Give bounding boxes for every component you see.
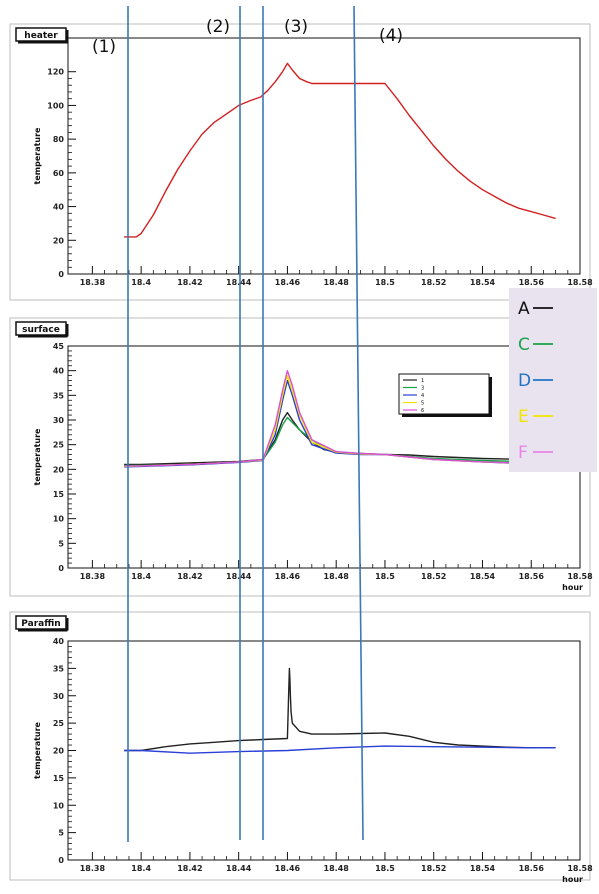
x-tick-label: 18.4 [131, 864, 151, 873]
title-box [15, 615, 67, 630]
side-legend-letter: C [518, 335, 530, 355]
x-tick-label: 18.4 [131, 278, 151, 287]
x-tick-label: 18.44 [226, 572, 252, 581]
series-line-6 [124, 370, 556, 467]
y-tick-label: 30 [53, 416, 65, 425]
x-tick-label: 18.42 [177, 864, 202, 873]
x-tick-label: 18.44 [226, 278, 252, 287]
y-tick-label: 40 [53, 367, 65, 376]
legend-label: 1 [421, 378, 424, 384]
legend-label: 4 [421, 393, 424, 399]
panel-paraffin: Paraffin temperature hour 0 5 10 15 20 25 30 35 40 1… [9, 611, 593, 884]
chart-title: heater [24, 31, 58, 41]
title-box [15, 321, 67, 336]
y-tick-label: 5 [58, 539, 64, 548]
plot-area [67, 345, 581, 569]
x-tick-label: 18.56 [519, 864, 545, 873]
y-tick-label: 15 [53, 774, 65, 783]
x-tick-label: 18.48 [324, 864, 350, 873]
phase-label: (1) [92, 37, 116, 57]
x-tick-label: 18.42 [177, 278, 202, 287]
y-tick-label: 100 [47, 101, 64, 110]
x-tick-label: 18.46 [275, 278, 301, 287]
x-tick-label: 18.52 [421, 278, 446, 287]
phase-label: (3) [284, 17, 308, 37]
y-tick-label: 30 [53, 692, 65, 701]
legend-box [398, 373, 490, 415]
series-line-2 [124, 745, 556, 754]
y-axis-label: temperature [33, 428, 42, 486]
x-tick-label: 18.5 [375, 572, 395, 581]
y-tick-label: 0 [58, 564, 64, 573]
side-legend-letter: F [518, 443, 528, 463]
x-tick-label: 18.5 [375, 278, 395, 287]
y-tick-label: 20 [53, 747, 65, 756]
x-tick-label: 18.58 [567, 278, 593, 287]
y-tick-label: 0 [58, 270, 64, 279]
y-tick-label: 60 [53, 169, 65, 178]
side-legend-letter: A [518, 299, 530, 319]
legend-label: 5 [421, 401, 424, 407]
title-box [15, 27, 67, 42]
y-tick-label: 20 [53, 465, 65, 474]
y-axis-label: temperature [33, 721, 42, 779]
side-legend-letter: E [518, 407, 529, 427]
y-tick-label: 40 [53, 203, 65, 212]
phase-label: (4) [379, 26, 403, 46]
y-tick-label: 35 [53, 391, 65, 400]
x-axis-label: hour [562, 583, 583, 592]
x-tick-label: 18.42 [177, 572, 202, 581]
x-tick-label: 18.52 [421, 572, 446, 581]
x-tick-label: 18.54 [470, 864, 496, 873]
plot-area [67, 37, 581, 275]
panel-surface: surfacetemperaturehour051015202530354045… [9, 317, 593, 597]
y-tick-label: 25 [53, 719, 65, 728]
x-tick-label: 18.58 [567, 572, 593, 581]
series-line-1 [124, 667, 556, 752]
x-tick-label: 18.54 [470, 572, 496, 581]
x-tick-label: 18.38 [80, 572, 106, 581]
legend-label: 3 [421, 386, 424, 392]
chart-title: surface [22, 325, 60, 335]
x-tick-label: 18.5 [375, 864, 395, 873]
phase-label: (2) [206, 17, 230, 37]
x-tick-label: 18.46 [275, 864, 301, 873]
x-tick-label: 18.44 [226, 864, 252, 873]
x-tick-label: 18.48 [324, 278, 350, 287]
legend-label: 6 [421, 408, 424, 414]
x-tick-label: 18.58 [567, 864, 593, 873]
x-tick-label: 18.38 [80, 278, 106, 287]
y-tick-label: 40 [53, 637, 65, 646]
y-tick-label: 80 [53, 135, 65, 144]
x-tick-label: 18.48 [324, 572, 350, 581]
x-tick-label: 18.4 [131, 572, 151, 581]
x-tick-label: 18.52 [421, 864, 446, 873]
panel-heater: heater temperature 0 20 40 60 80 100 120 18.38 18.… [9, 23, 593, 301]
y-tick-label: 0 [58, 856, 64, 865]
x-tick-label: 18.56 [519, 278, 545, 287]
phase-divider-line [353, 5, 364, 841]
x-tick-label: 18.56 [519, 572, 545, 581]
y-tick-label: 15 [53, 490, 65, 499]
x-tick-label: 18.38 [80, 864, 106, 873]
y-tick-label: 120 [47, 68, 64, 77]
y-axis-label: temperature [33, 127, 42, 185]
side-legend-letter: D [518, 371, 531, 391]
y-tick-label: 45 [53, 342, 65, 351]
series-line-1 [124, 62, 556, 238]
x-axis-label: hour [562, 875, 583, 884]
y-tick-label: 10 [53, 801, 65, 810]
x-tick-label: 18.46 [275, 572, 301, 581]
y-tick-label: 25 [53, 441, 65, 450]
y-tick-label: 10 [53, 515, 65, 524]
y-tick-label: 5 [58, 829, 64, 838]
chart-title: Paraffin [21, 619, 60, 629]
x-tick-label: 18.54 [470, 278, 496, 287]
y-tick-label: 20 [53, 236, 65, 245]
y-tick-label: 35 [53, 664, 65, 673]
